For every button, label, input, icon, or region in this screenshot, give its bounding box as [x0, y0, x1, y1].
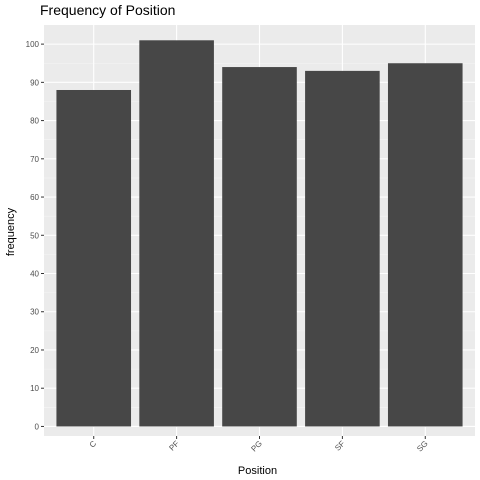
y-tick-label: 30	[30, 308, 39, 317]
y-tick-label: 90	[30, 78, 39, 87]
bar-sf	[305, 70, 380, 427]
x-axis-title: Position	[238, 465, 277, 477]
x-axis: C PF PG SF SG	[88, 436, 430, 454]
y-tick-label: 40	[30, 270, 39, 279]
bar-sg	[387, 63, 463, 427]
y-tick-label: 80	[30, 117, 39, 126]
y-tick-label: 0	[35, 422, 40, 431]
y-tick-label: 70	[30, 155, 39, 164]
x-tick-label-c: C	[88, 439, 99, 450]
y-tick-label: 60	[30, 193, 39, 202]
y-axis-title: frequency	[5, 207, 17, 256]
y-tick-label: 20	[30, 346, 39, 355]
x-tick-label-sg: SG	[415, 439, 430, 454]
x-tick-label-pf: PF	[167, 439, 181, 453]
x-tick-label-pg: PG	[249, 439, 264, 454]
bar-c	[56, 89, 132, 427]
chart-title: Frequency of Position	[40, 2, 175, 18]
bar-pf	[139, 40, 214, 427]
y-tick-label: 50	[30, 231, 39, 240]
y-tick-label: 10	[30, 384, 39, 393]
bar-pg	[222, 67, 297, 427]
x-tick-label-sf: SF	[333, 439, 347, 453]
y-tick-label: 100	[26, 40, 40, 49]
y-axis: 0 10 20 30 40 50 60 70 80 90 100	[26, 40, 44, 431]
bars	[56, 40, 463, 427]
